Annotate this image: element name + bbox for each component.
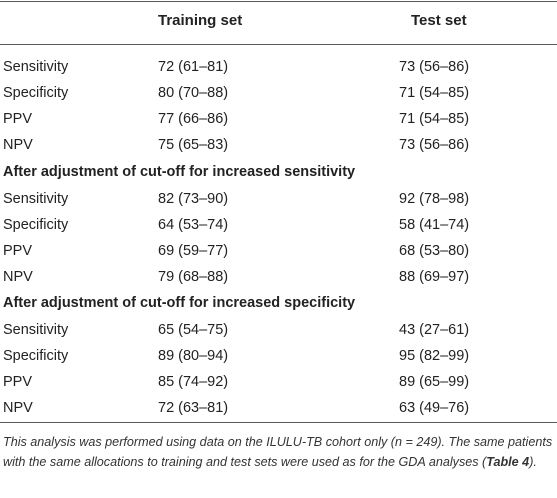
table-footnote: This analysis was performed using data o… <box>3 432 555 472</box>
row-train: 85 (74–92) <box>158 374 229 390</box>
header-col-training: Training set <box>158 12 243 29</box>
row-label: Sensitivity <box>3 322 69 338</box>
row-train: 82 (73–90) <box>158 191 229 207</box>
table-row: PPV 69 (59–77) 68 (53–80) <box>0 239 557 265</box>
row-train: 89 (80–94) <box>158 348 229 364</box>
row-test: 95 (82–99) <box>399 348 470 364</box>
row-test: 58 (41–74) <box>399 217 470 233</box>
row-train: 75 (65–83) <box>158 137 229 153</box>
row-test: 88 (69–97) <box>399 269 470 285</box>
row-label: Specificity <box>3 85 69 101</box>
row-label: Specificity <box>3 348 69 364</box>
row-label: PPV <box>3 111 33 127</box>
table-row: NPV 72 (63–81) 63 (49–76) <box>0 396 557 422</box>
row-label: Sensitivity <box>3 191 69 207</box>
table-row: Specificity 80 (70–88) 71 (54–85) <box>0 81 557 107</box>
row-train: 69 (59–77) <box>158 243 229 259</box>
table-4-link[interactable]: Table 4 <box>486 455 530 469</box>
row-test: 71 (54–85) <box>399 111 470 127</box>
row-label: NPV <box>3 269 33 285</box>
table-top-rule <box>0 1 557 2</box>
table-row: Specificity 64 (53–74) 58 (41–74) <box>0 213 557 239</box>
row-label: PPV <box>3 374 33 390</box>
table-row: PPV 77 (66–86) 71 (54–85) <box>0 107 557 133</box>
table-row: Sensitivity 82 (73–90) 92 (78–98) <box>0 187 557 213</box>
row-train: 72 (63–81) <box>158 400 229 416</box>
row-train: 65 (54–75) <box>158 322 229 338</box>
table-row: Sensitivity 72 (61–81) 73 (56–86) <box>0 55 557 81</box>
row-label: PPV <box>3 243 33 259</box>
row-label: NPV <box>3 400 33 416</box>
row-train: 80 (70–88) <box>158 85 229 101</box>
footnote-text-after: ). <box>529 455 537 469</box>
row-label: NPV <box>3 137 33 153</box>
row-test: 43 (27–61) <box>399 322 470 338</box>
row-test: 73 (56–86) <box>399 137 470 153</box>
row-test: 68 (53–80) <box>399 243 470 259</box>
row-train: 77 (66–86) <box>158 111 229 127</box>
row-train: 79 (68–88) <box>158 269 229 285</box>
table-row: Sensitivity 65 (54–75) 43 (27–61) <box>0 318 557 344</box>
row-train: 64 (53–74) <box>158 217 229 233</box>
row-test: 71 (54–85) <box>399 85 470 101</box>
header-rule <box>0 44 557 45</box>
row-test: 63 (49–76) <box>399 400 470 416</box>
table-row: NPV 79 (68–88) 88 (69–97) <box>0 265 557 291</box>
table-row: PPV 85 (74–92) 89 (65–99) <box>0 370 557 396</box>
row-test: 73 (56–86) <box>399 59 470 75</box>
row-test: 89 (65–99) <box>399 374 470 390</box>
table-row: Specificity 89 (80–94) 95 (82–99) <box>0 344 557 370</box>
section-heading-specificity: After adjustment of cut-off for increase… <box>3 295 356 311</box>
row-label: Sensitivity <box>3 59 69 75</box>
table-bottom-rule <box>0 422 557 423</box>
footnote-text-before: This analysis was performed using data o… <box>3 435 553 469</box>
row-test: 92 (78–98) <box>399 191 470 207</box>
table-row: NPV 75 (65–83) 73 (56–86) <box>0 133 557 159</box>
header-col-test: Test set <box>411 12 467 29</box>
row-label: Specificity <box>3 217 69 233</box>
row-train: 72 (61–81) <box>158 59 229 75</box>
section-heading-sensitivity: After adjustment of cut-off for increase… <box>3 164 356 180</box>
